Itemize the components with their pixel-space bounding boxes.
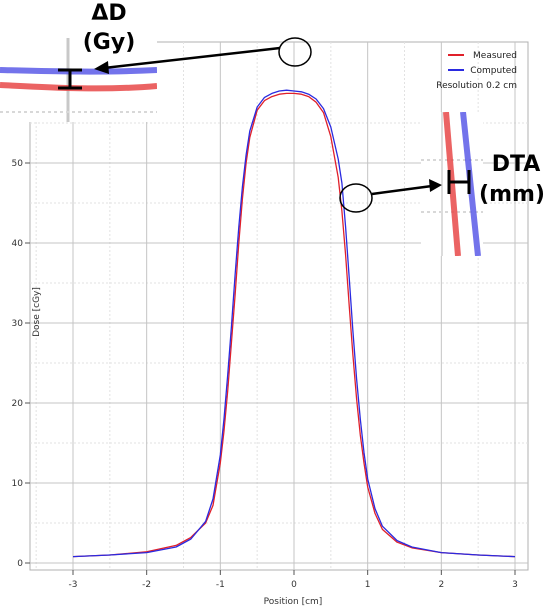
x-tick-label: -3 <box>69 580 78 590</box>
x-tick-label: 0 <box>291 580 297 590</box>
y-tick-label: 40 <box>12 239 24 249</box>
peak-callout-circle <box>278 37 312 67</box>
dta-arrowhead <box>429 179 442 192</box>
series-layer <box>72 89 516 558</box>
delta-dose-arrow <box>103 46 281 70</box>
dta-label-line2: (mm) <box>479 182 545 207</box>
series-line-measured <box>72 92 516 558</box>
dta-marker <box>447 170 471 194</box>
penumbra-callout-circle <box>339 183 373 213</box>
minor-grid <box>30 42 528 570</box>
x-axis-label: Position [cm] <box>264 597 323 607</box>
delta-dose-arrowhead <box>94 61 109 74</box>
legend-label-measured: Measured <box>473 51 517 61</box>
x-tick-label: 3 <box>512 580 518 590</box>
y-tick-label: 0 <box>17 559 23 569</box>
dta-label-line1: DTA <box>492 152 541 177</box>
dta-arrow <box>371 184 433 196</box>
y-tick-label: 20 <box>12 399 24 409</box>
series-line-computed <box>72 89 516 558</box>
y-tick-label: 30 <box>12 319 24 329</box>
delta-dose-label-line2: (Gy) <box>83 30 136 55</box>
delta-dose-label-line1: ΔD <box>91 1 126 26</box>
delta-dose-inset <box>0 38 157 122</box>
x-tick-label: -2 <box>142 580 151 590</box>
y-axis-label: Dose [cGy] <box>32 287 42 337</box>
y-tick-label: 50 <box>12 159 24 169</box>
y-axis-ticks: 0 10 20 30 40 50 <box>12 159 30 569</box>
x-tick-label: -1 <box>216 580 225 590</box>
y-tick-label: 10 <box>12 479 24 489</box>
legend-label-computed: Computed <box>470 66 517 76</box>
legend: Measured Computed Resolution 0.2 cm <box>436 51 517 91</box>
legend-resolution-note: Resolution 0.2 cm <box>436 81 517 91</box>
x-tick-label: 2 <box>438 580 444 590</box>
x-tick-label: 1 <box>365 580 371 590</box>
x-axis-ticks: -3 -2 -1 0 1 2 3 <box>69 570 518 590</box>
delta-dose-marker <box>58 68 82 90</box>
